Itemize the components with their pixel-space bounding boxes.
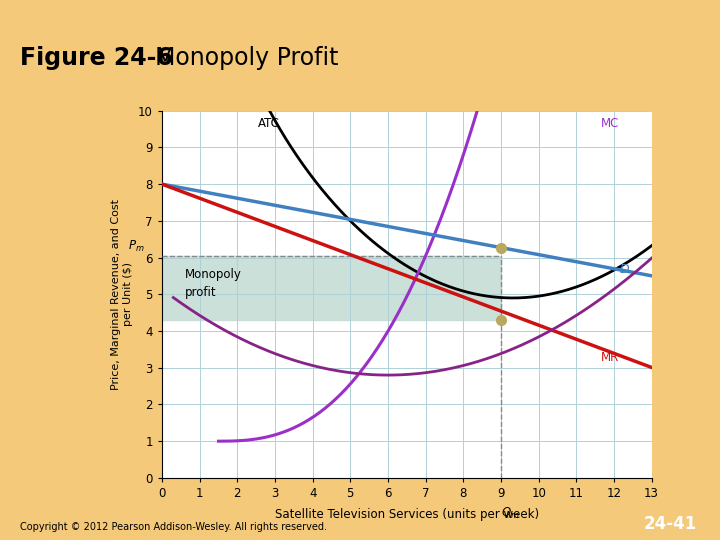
Text: ATC: ATC — [258, 117, 280, 130]
X-axis label: Satellite Television Services (units per week): Satellite Television Services (units per… — [275, 508, 539, 521]
Text: Figure 24-6: Figure 24-6 — [20, 46, 173, 70]
Text: profit: profit — [184, 286, 216, 299]
Text: Monopoly: Monopoly — [184, 268, 241, 281]
Text: $Q_m$: $Q_m$ — [501, 505, 520, 521]
Bar — [162, 256, 501, 320]
Text: MC: MC — [600, 117, 619, 130]
Text: Monopoly Profit: Monopoly Profit — [140, 46, 339, 70]
Text: MR: MR — [600, 351, 619, 364]
Y-axis label: Price, Marginal Revenue, and Cost
per Unit ($): Price, Marginal Revenue, and Cost per Un… — [111, 199, 132, 390]
Text: Copyright © 2012 Pearson Addison-Wesley. All rights reserved.: Copyright © 2012 Pearson Addison-Wesley.… — [20, 522, 327, 532]
Text: D: D — [620, 262, 629, 275]
Text: $P_m$: $P_m$ — [128, 239, 145, 254]
Text: 24-41: 24-41 — [644, 515, 697, 533]
